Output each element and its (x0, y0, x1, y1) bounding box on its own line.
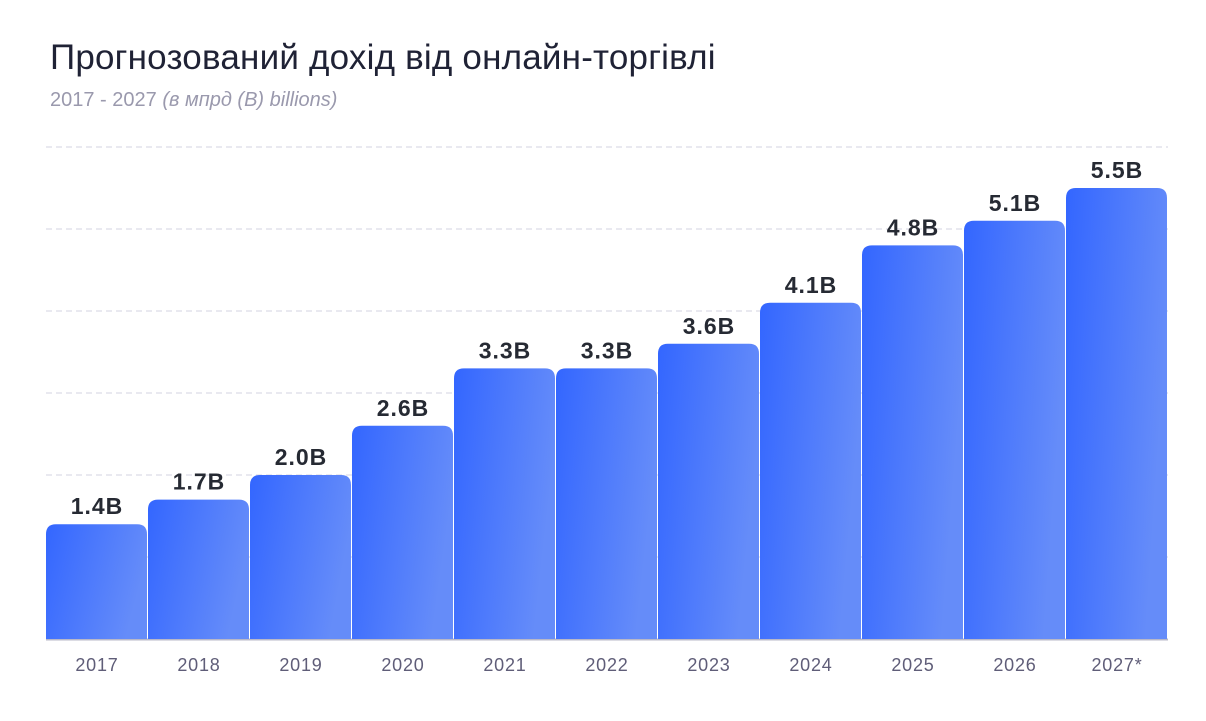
data-label: 5.5B (1091, 157, 1144, 183)
data-label: 4.1B (785, 272, 838, 298)
data-label: 1.4B (71, 493, 124, 519)
data-label: 4.8B (887, 214, 940, 240)
bar-2027* (1066, 188, 1167, 639)
x-tick-label: 2024 (789, 655, 832, 675)
bar-2020 (352, 425, 453, 639)
bar-2024 (760, 302, 861, 639)
data-label: 5.1B (989, 190, 1042, 216)
x-tick-label: 2020 (381, 655, 424, 675)
x-tick-label: 2021 (483, 655, 526, 675)
subtitle-range: 2017 - 2027 (50, 89, 157, 111)
chart-title: Прогнозований дохід від онлайн-торгівлі (50, 38, 716, 77)
bar-2019 (250, 475, 351, 639)
chart-subtitle: 2017 - 2027 (в мпрд (B) billions) (50, 89, 337, 112)
x-tick-label: 2025 (891, 655, 934, 675)
x-tick-label: 2018 (177, 655, 220, 675)
bar-2025 (862, 245, 963, 639)
subtitle-unit: (в мпрд (B) billions) (162, 89, 338, 111)
bar-2021 (454, 368, 555, 639)
x-tick-label: 2026 (993, 655, 1036, 675)
x-tick-label: 2017 (75, 655, 118, 675)
bar-2017 (46, 524, 147, 639)
data-label: 3.6B (683, 313, 736, 339)
x-tick-label: 2019 (279, 655, 322, 675)
data-label: 3.3B (479, 337, 532, 363)
bar-2018 (148, 499, 249, 639)
bar-2023 (658, 343, 759, 639)
x-tick-label: 2027* (1091, 655, 1142, 675)
data-label: 2.6B (377, 395, 430, 421)
data-label: 2.0B (275, 444, 328, 470)
bar-2026 (964, 220, 1065, 640)
data-label: 1.7B (173, 469, 226, 495)
bar-2022 (556, 368, 657, 639)
x-tick-label: 2023 (687, 655, 730, 675)
data-label: 3.3B (581, 337, 634, 363)
x-tick-label: 2022 (585, 655, 628, 675)
